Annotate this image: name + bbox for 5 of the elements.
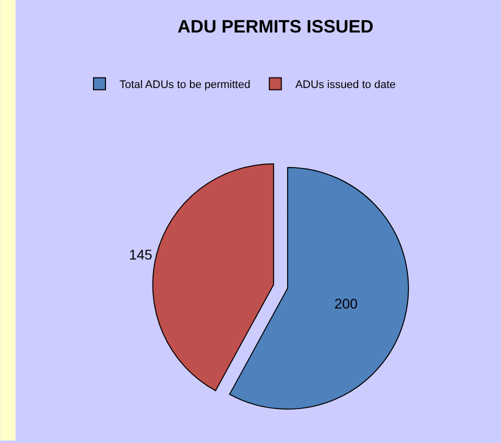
legend-label: Total ADUs to be permitted xyxy=(120,79,250,92)
chart-title: ADU PERMITS ISSUED xyxy=(178,16,374,37)
legend-label: ADUs issued to date xyxy=(295,79,396,92)
data-label: 200 xyxy=(334,295,358,312)
data-label: 145 xyxy=(128,246,153,262)
